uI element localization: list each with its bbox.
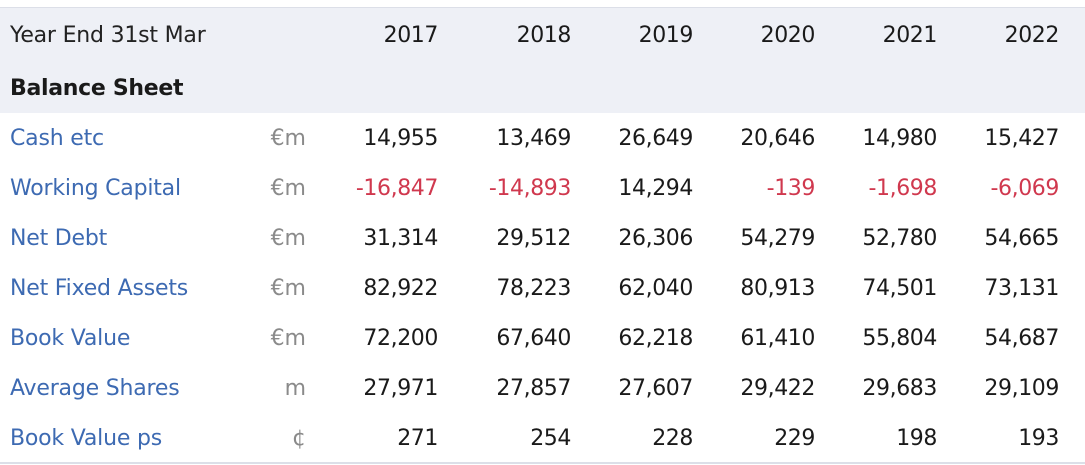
row-value: 271 <box>397 425 438 451</box>
row-label-link[interactable]: Net Debt <box>10 225 108 251</box>
row-value: 29,683 <box>862 375 937 401</box>
row-value: 78,223 <box>496 275 571 301</box>
row-value: 74,501 <box>862 275 937 301</box>
row-unit: €m <box>270 275 306 301</box>
section-title: Balance Sheet <box>10 75 184 101</box>
row-value: 62,040 <box>618 275 693 301</box>
row-value: -16,847 <box>355 175 439 201</box>
row-value: 198 <box>896 425 937 451</box>
row-value: -6,069 <box>990 175 1059 201</box>
row-value: 55,804 <box>862 325 937 351</box>
row-value: 13,469 <box>496 125 571 151</box>
row-value: 80,913 <box>740 275 815 301</box>
row-value: 254 <box>530 425 571 451</box>
row-value: 54,687 <box>984 325 1059 351</box>
row-unit: m <box>284 375 306 401</box>
row-unit: €m <box>270 325 306 351</box>
row-value: 20,646 <box>740 125 815 151</box>
table-row: Net Fixed Assets €m 82,922 78,223 62,040 80,9… <box>0 263 1085 313</box>
row-value: -14,893 <box>488 175 572 201</box>
year-end-label: Year End 31st Mar <box>10 23 206 48</box>
row-value: 229 <box>774 425 815 451</box>
row-value: 29,109 <box>984 375 1059 401</box>
row-unit: €m <box>270 225 306 251</box>
table-row: Book Value ps ¢ 271 254 228 229 198 193 <box>0 413 1085 463</box>
row-value: 14,955 <box>363 125 438 151</box>
row-label-link[interactable]: Cash etc <box>10 125 104 151</box>
table-row: Working Capital €m -16,847 -14,893 14,294 -13… <box>0 163 1085 213</box>
year-header-2021: 2021 <box>882 23 938 48</box>
row-label-link[interactable]: Book Value ps <box>10 425 162 451</box>
year-header-2017: 2017 <box>383 23 439 48</box>
table-row: Net Debt €m 31,314 29,512 26,306 54,279 52,780… <box>0 213 1085 263</box>
row-value: 61,410 <box>740 325 815 351</box>
year-header-2022: 2022 <box>1004 23 1060 48</box>
row-label-link[interactable]: Average Shares <box>10 375 180 401</box>
row-value: 62,218 <box>618 325 693 351</box>
row-label-link[interactable]: Net Fixed Assets <box>10 275 189 301</box>
row-value: 27,607 <box>618 375 693 401</box>
table-header-row: Year End 31st Mar 2017 2018 2019 2020 20… <box>0 7 1085 63</box>
row-value: 14,980 <box>862 125 937 151</box>
year-header-2020: 2020 <box>760 23 816 48</box>
row-value: 29,512 <box>496 225 571 251</box>
row-value: 31,314 <box>363 225 438 251</box>
row-unit: €m <box>270 175 306 201</box>
row-value: 27,857 <box>496 375 571 401</box>
table-row: Cash etc €m 14,955 13,469 26,649 20,646 14,980… <box>0 113 1085 163</box>
row-value: 15,427 <box>984 125 1059 151</box>
row-value: 228 <box>652 425 693 451</box>
row-value: -139 <box>766 175 816 201</box>
row-value: 73,131 <box>984 275 1059 301</box>
row-value: 27,971 <box>363 375 438 401</box>
row-value: 82,922 <box>363 275 438 301</box>
year-header-2018: 2018 <box>516 23 572 48</box>
table-row: Average Shares m 27,971 27,857 27,607 29,422 2… <box>0 363 1085 413</box>
row-value: 193 <box>1018 425 1059 451</box>
table-bottom-divider <box>0 462 1085 464</box>
row-label-link[interactable]: Book Value <box>10 325 131 351</box>
row-value: 29,422 <box>740 375 815 401</box>
row-unit: ¢ <box>292 425 306 451</box>
row-value: 54,665 <box>984 225 1059 251</box>
year-header-2019: 2019 <box>638 23 694 48</box>
row-value: 72,200 <box>363 325 438 351</box>
table-row: Book Value €m 72,200 67,640 62,218 61,410 55,8… <box>0 313 1085 363</box>
row-value: 14,294 <box>618 175 693 201</box>
row-value: 26,306 <box>618 225 693 251</box>
row-value: 26,649 <box>618 125 693 151</box>
row-value: 52,780 <box>862 225 937 251</box>
section-header-row: Balance Sheet <box>0 63 1085 113</box>
row-value: 67,640 <box>496 325 571 351</box>
row-value: -1,698 <box>868 175 937 201</box>
row-value: 54,279 <box>740 225 815 251</box>
row-label-link[interactable]: Working Capital <box>10 175 181 201</box>
row-unit: €m <box>270 125 306 151</box>
